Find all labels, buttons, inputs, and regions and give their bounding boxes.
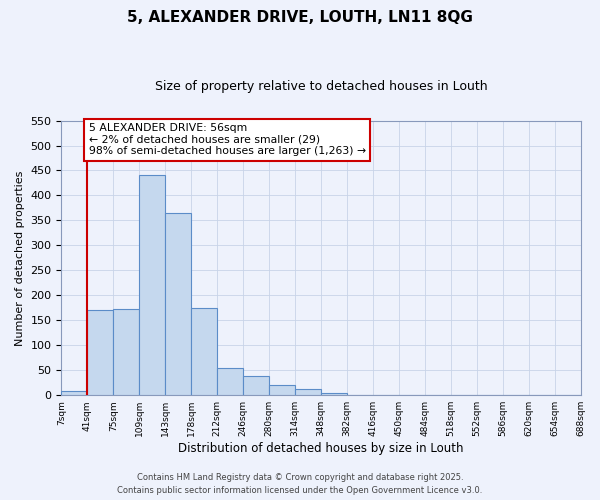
Bar [243,376,269,395]
Bar [217,368,243,395]
Bar [61,391,88,395]
Text: 5, ALEXANDER DRIVE, LOUTH, LN11 8QG: 5, ALEXANDER DRIVE, LOUTH, LN11 8QG [127,10,473,25]
Bar [295,389,321,395]
Text: 5 ALEXANDER DRIVE: 56sqm
← 2% of detached houses are smaller (29)
98% of semi-de: 5 ALEXANDER DRIVE: 56sqm ← 2% of detache… [89,123,366,156]
Bar [139,176,165,395]
Text: Contains HM Land Registry data © Crown copyright and database right 2025.
Contai: Contains HM Land Registry data © Crown c… [118,474,482,495]
Title: Size of property relative to detached houses in Louth: Size of property relative to detached ho… [155,80,487,93]
Bar [165,213,191,395]
Bar [113,310,139,395]
Bar [269,385,295,395]
X-axis label: Distribution of detached houses by size in Louth: Distribution of detached houses by size … [178,442,464,455]
Bar [88,310,113,395]
Y-axis label: Number of detached properties: Number of detached properties [15,170,25,346]
Bar [191,308,217,395]
Bar [321,392,347,395]
